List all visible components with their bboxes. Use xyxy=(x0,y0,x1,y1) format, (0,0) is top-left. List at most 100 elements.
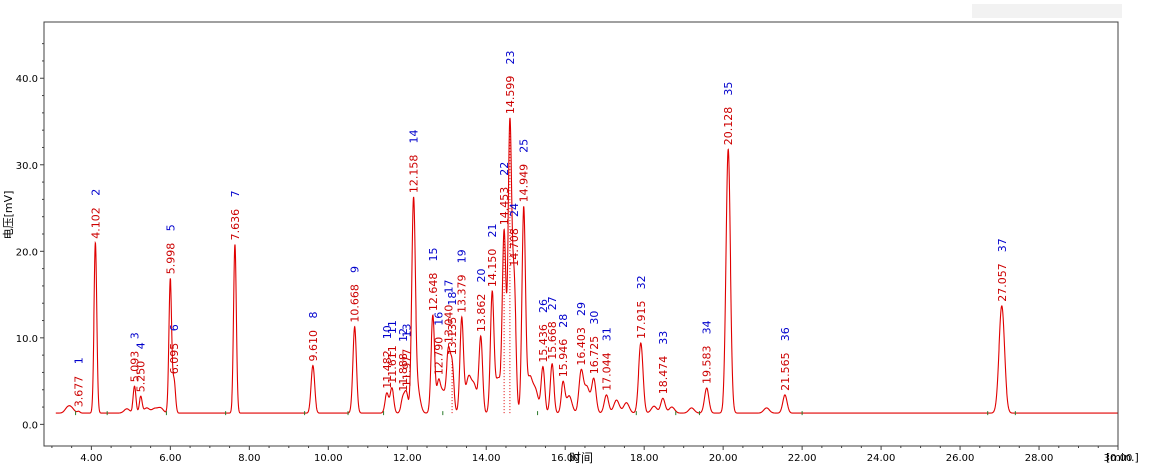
retention-time-label: 5.998 xyxy=(164,243,177,275)
retention-time-label: 15.946 xyxy=(557,339,570,378)
retention-time-label: 13.379 xyxy=(456,275,469,314)
x-tick-label: 26.00 xyxy=(946,453,975,464)
retention-time-label: 6.095 xyxy=(168,343,181,375)
retention-time-label: 11.977 xyxy=(400,349,413,388)
retention-time-label: 5.250 xyxy=(135,361,148,393)
y-tick-label: 40.0 xyxy=(16,74,38,85)
peak-number-label: 2 xyxy=(89,189,102,196)
retention-time-label: 14.150 xyxy=(486,249,499,288)
peak-number-label: 14 xyxy=(408,130,421,144)
peak-number-label: 33 xyxy=(657,331,670,345)
x-tick-label: 28.00 xyxy=(1025,453,1054,464)
retention-time-label: 13.040 xyxy=(442,305,455,344)
peak-number-label: 1 xyxy=(73,357,86,364)
x-axis-label: 时间 xyxy=(569,451,593,465)
retention-time-label: 4.102 xyxy=(89,207,102,239)
chromatogram-trace xyxy=(55,117,1118,414)
retention-time-label: 10.668 xyxy=(349,284,362,323)
retention-time-label: 17.915 xyxy=(635,301,648,340)
peak-number-label: 20 xyxy=(475,269,488,283)
retention-time-label: 27.057 xyxy=(996,263,1009,302)
peak-number-label: 25 xyxy=(518,139,531,153)
peak-number-label: 36 xyxy=(779,327,792,341)
peak-number-label: 23 xyxy=(504,51,517,65)
retention-time-label: 19.583 xyxy=(701,346,714,385)
retention-time-label: 13.135 xyxy=(446,317,459,356)
retention-time-label: 12.648 xyxy=(427,273,440,312)
peak-number-label: 11 xyxy=(386,320,399,334)
legend-area xyxy=(972,4,1122,18)
peak-number-label: 37 xyxy=(996,238,1009,252)
peak-number-label: 19 xyxy=(456,249,469,263)
peak-number-label: 22 xyxy=(498,162,511,176)
peak-number-label: 3 xyxy=(129,332,142,339)
x-tick-label: 6.00 xyxy=(159,453,181,464)
peak-number-label: 4 xyxy=(135,342,148,349)
peak-number-label: 21 xyxy=(486,224,499,238)
retention-time-label: 7.636 xyxy=(229,209,242,241)
peak-number-label: 18 xyxy=(446,292,459,306)
peak-number-label: 10 xyxy=(381,325,394,339)
y-tick-label: 0.0 xyxy=(22,420,38,431)
y-tick-label: 30.0 xyxy=(16,161,38,172)
retention-time-label: 20.128 xyxy=(722,107,735,146)
peak-number-label: 13 xyxy=(400,324,413,338)
retention-time-label: 18.474 xyxy=(657,356,670,395)
x-tick-label: 24.00 xyxy=(867,453,896,464)
y-tick-label: 10.0 xyxy=(16,334,38,345)
peak-number-label: 28 xyxy=(557,314,570,328)
x-unit-label: [min.] xyxy=(1106,451,1139,464)
retention-time-label: 3.677 xyxy=(73,376,86,408)
peak-number-label: 17 xyxy=(442,280,455,294)
retention-time-label: 14.708 xyxy=(508,228,521,267)
retention-time-label: 11.888 xyxy=(397,353,410,392)
x-tick-label: 18.00 xyxy=(630,453,659,464)
x-tick-label: 10.00 xyxy=(314,453,343,464)
x-tick-label: 22.00 xyxy=(788,453,817,464)
peak-number-label: 31 xyxy=(600,327,613,341)
peak-number-label: 6 xyxy=(168,324,181,331)
peak-number-label: 26 xyxy=(537,299,550,313)
peak-number-label: 34 xyxy=(701,320,714,334)
peak-number-label: 30 xyxy=(588,311,601,325)
retention-time-label: 21.565 xyxy=(779,352,792,391)
retention-time-label: 13.862 xyxy=(475,294,488,333)
retention-time-label: 16.403 xyxy=(575,327,588,366)
retention-time-label: 5.093 xyxy=(129,351,142,383)
retention-time-label: 15.668 xyxy=(546,321,559,360)
x-tick-label: 12.00 xyxy=(393,453,422,464)
retention-time-label: 16.725 xyxy=(588,336,601,375)
peak-number-label: 12 xyxy=(397,328,410,342)
x-tick-label: 30.00 xyxy=(1104,453,1133,464)
y-tick-label: 20.0 xyxy=(16,247,38,258)
x-tick-label: 8.00 xyxy=(238,453,260,464)
peak-number-label: 7 xyxy=(229,190,242,197)
x-tick-label: 20.00 xyxy=(709,453,738,464)
peak-number-label: 27 xyxy=(546,296,559,310)
retention-time-label: 9.610 xyxy=(307,330,320,362)
peak-number-label: 9 xyxy=(349,266,362,273)
retention-time-label: 14.599 xyxy=(504,76,517,115)
x-tick-label: 14.00 xyxy=(472,453,501,464)
y-axis-label: 电压[mV] xyxy=(2,191,15,240)
retention-time-label: 14.453 xyxy=(498,187,511,226)
peak-number-label: 8 xyxy=(307,312,320,319)
retention-time-label: 17.044 xyxy=(600,352,613,391)
peak-number-label: 29 xyxy=(575,302,588,316)
peak-number-label: 32 xyxy=(635,275,648,289)
retention-time-label: 14.949 xyxy=(518,164,531,203)
retention-time-label: 12.790 xyxy=(433,337,446,376)
retention-time-label: 11.611 xyxy=(386,345,399,384)
peak-number-label: 5 xyxy=(164,224,177,231)
peak-number-label: 35 xyxy=(722,82,735,96)
retention-time-label: 15.436 xyxy=(537,324,550,363)
plot-frame xyxy=(43,21,1119,447)
x-tick-label: 16.00 xyxy=(551,453,580,464)
peak-number-label: 16 xyxy=(433,312,446,326)
retention-time-label: 12.158 xyxy=(408,155,421,194)
retention-time-label: 11.482 xyxy=(381,350,394,389)
peak-number-label: 15 xyxy=(427,248,440,262)
peak-number-label: 24 xyxy=(508,203,521,217)
